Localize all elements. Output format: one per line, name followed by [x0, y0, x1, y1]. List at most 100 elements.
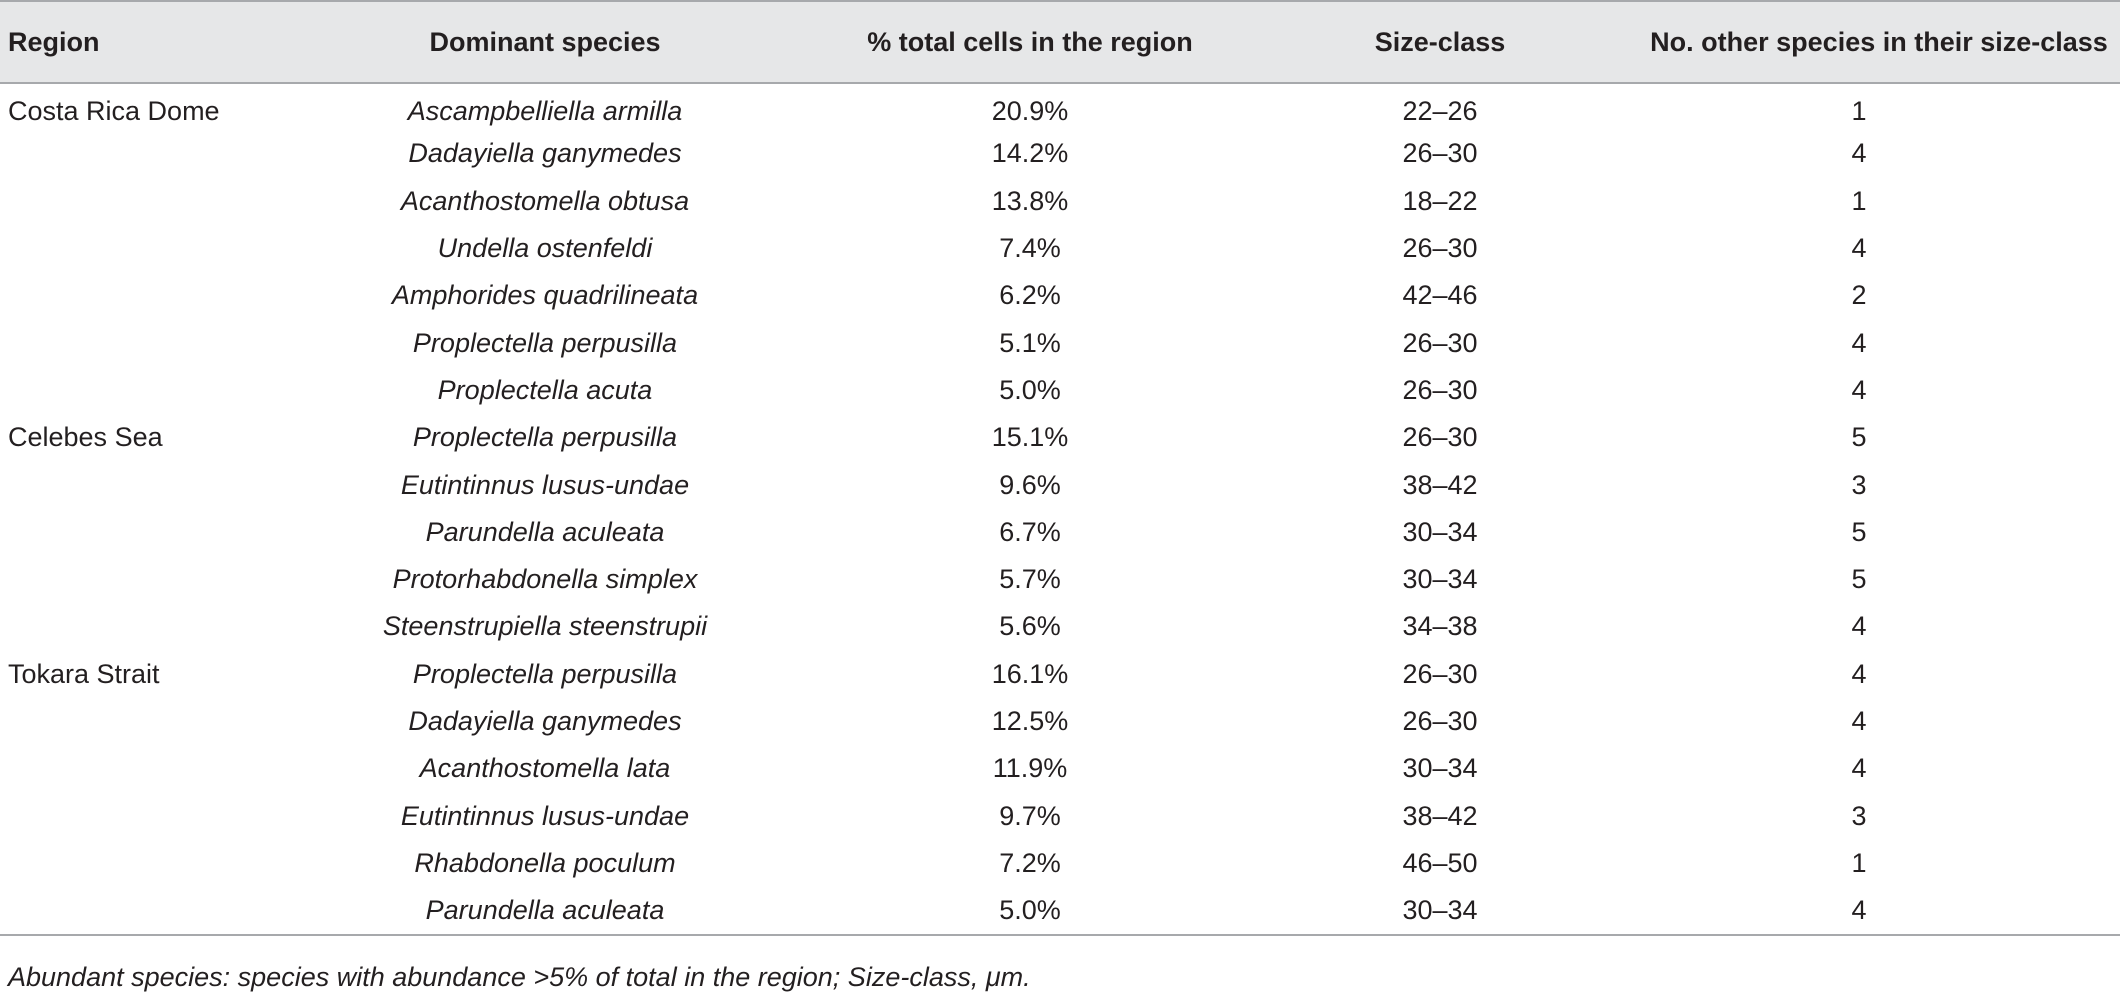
cell-size-class: 46–50 [1402, 847, 1478, 878]
cell-other-species: 5 [1851, 564, 1867, 595]
cell-other-species: 3 [1851, 469, 1867, 500]
cell-size-class: 26–30 [1402, 138, 1478, 169]
cell-species: Dadayiella ganymedes [408, 706, 682, 736]
cell-size-class: 30–34 [1402, 564, 1478, 595]
cell-region: Tokara Strait [8, 658, 160, 689]
cell-species: Proplectella acuta [437, 374, 653, 405]
table-row: Steenstrupiella steenstrupii 5.6% 34–38 4 [0, 603, 2120, 650]
species-table-container: Region Dominant species % total cells in… [0, 1, 2120, 937]
cell-species: Proplectella perpusilla [412, 658, 678, 689]
table-row: Amphorides quadrilineata 6.2% 42–46 2 [0, 272, 2120, 319]
cell-size-class: 42–46 [1402, 280, 1478, 311]
cell-size-class: 38–42 [1402, 800, 1478, 831]
cell-region: Celebes Sea [8, 422, 163, 453]
table-row: Proplectella perpusilla 5.1% 26–30 4 [0, 319, 2120, 366]
cell-region [0, 745, 360, 792]
header-region: Region [8, 26, 100, 57]
cell-species: Parundella aculeata [425, 895, 665, 926]
cell-species: Dadayiella ganymedes [408, 138, 682, 169]
cell-region [0, 130, 360, 177]
table-row: Dadayiella ganymedes 12.5% 26–30 4 [0, 698, 2120, 745]
cell-region [0, 367, 360, 414]
cell-species: Amphorides quadrilineata [391, 280, 699, 311]
cell-other-species: 1 [1851, 95, 1867, 126]
cell-other-species: 5 [1851, 516, 1867, 547]
cell-percent: 5.0% [999, 374, 1061, 405]
table-row: Proplectella acuta 5.0% 26–30 4 [0, 367, 2120, 414]
cell-size-class: 30–34 [1402, 895, 1478, 926]
cell-other-species: 5 [1851, 422, 1867, 453]
cell-size-class: 26–30 [1402, 327, 1478, 358]
header-other-species: No. other species in their size-class [1650, 26, 2108, 57]
header-row: Region Dominant species % total cells in… [0, 1, 2120, 83]
cell-size-class: 26–30 [1402, 374, 1478, 405]
cell-species: Proplectella perpusilla [412, 422, 678, 453]
table-row: Rhabdonella poculum 7.2% 46–50 1 [0, 840, 2120, 887]
cell-region [0, 272, 360, 319]
cell-percent: 5.0% [999, 895, 1061, 926]
cell-species: Ascampbelliella armilla [407, 95, 683, 126]
header-dominant-species: Dominant species [429, 26, 661, 57]
cell-other-species: 3 [1851, 800, 1867, 831]
cell-percent: 5.1% [999, 327, 1061, 358]
cell-region [0, 840, 360, 887]
table-bottom-rule [0, 934, 2120, 937]
cell-size-class: 22–26 [1402, 95, 1478, 126]
cell-size-class: 18–22 [1402, 185, 1478, 216]
table-row: Acanthostomella obtusa 13.8% 18–22 1 [0, 178, 2120, 225]
cell-percent: 14.2% [991, 138, 1069, 169]
cell-species: Proplectella perpusilla [412, 327, 678, 358]
cell-other-species: 1 [1851, 847, 1867, 878]
table-body: Costa Rica Dome Ascampbelliella armilla 20… [0, 83, 2120, 934]
cell-percent: 9.7% [999, 800, 1061, 831]
cell-percent: 5.7% [999, 564, 1061, 595]
cell-region [0, 225, 360, 272]
cell-region [0, 603, 360, 650]
cell-percent: 5.6% [999, 611, 1061, 642]
header-percent-cells: % total cells in the region [867, 26, 1193, 57]
cell-other-species: 2 [1851, 280, 1867, 311]
cell-size-class: 26–30 [1402, 658, 1478, 689]
cell-percent: 12.5% [991, 706, 1069, 736]
cell-region [0, 461, 360, 508]
cell-size-class: 34–38 [1402, 611, 1478, 642]
cell-region [0, 556, 360, 603]
cell-region [0, 792, 360, 839]
cell-species: Parundella aculeata [425, 516, 665, 547]
table-row: Parundella aculeata 6.7% 30–34 5 [0, 509, 2120, 556]
table-row: Tokara Strait Proplectella perpusilla 16.1… [0, 651, 2120, 698]
cell-percent: 6.2% [999, 280, 1061, 311]
cell-percent: 20.9% [991, 95, 1069, 126]
cell-percent: 9.6% [999, 469, 1061, 500]
cell-percent: 11.9% [992, 753, 1068, 784]
cell-other-species: 4 [1851, 895, 1867, 926]
table-row: Protorhabdonella simplex 5.7% 30–34 5 [0, 556, 2120, 603]
cell-other-species: 1 [1851, 185, 1867, 216]
cell-size-class: 26–30 [1402, 422, 1478, 453]
cell-percent: 7.2% [999, 847, 1061, 878]
cell-species: Steenstrupiella steenstrupii [382, 611, 708, 642]
cell-size-class: 26–30 [1402, 706, 1478, 736]
table-row: Celebes Sea Proplectella perpusilla 15.1% 2… [0, 414, 2120, 461]
cell-percent: 7.4% [999, 233, 1061, 264]
cell-size-class: 26–30 [1402, 233, 1478, 264]
table-row: Parundella aculeata 5.0% 30–34 4 [0, 887, 2120, 934]
cell-size-class: 30–34 [1402, 753, 1478, 784]
cell-region [0, 319, 360, 366]
cell-other-species: 4 [1851, 658, 1867, 689]
cell-species: Rhabdonella poculum [414, 847, 676, 878]
table-row: Eutintinnus lusus-undae 9.6% 38–42 3 [0, 461, 2120, 508]
cell-other-species: 4 [1851, 233, 1867, 264]
table-row: Acanthostomella lata 11.9% 30–34 4 [0, 745, 2120, 792]
cell-percent: 6.7% [999, 516, 1061, 547]
cell-region [0, 698, 360, 745]
dominant-species-table: Region Dominant species % total cells in… [0, 1, 2120, 934]
table-row: Eutintinnus lusus-undae 9.7% 38–42 3 [0, 792, 2120, 839]
cell-species: Acanthostomella lata [419, 753, 671, 784]
cell-percent: 13.8% [991, 185, 1069, 216]
cell-species: Acanthostomella obtusa [400, 185, 690, 216]
cell-other-species: 4 [1851, 374, 1867, 405]
cell-region [0, 509, 360, 556]
header-size-class: Size-class [1374, 26, 1506, 57]
cell-region [0, 887, 360, 934]
